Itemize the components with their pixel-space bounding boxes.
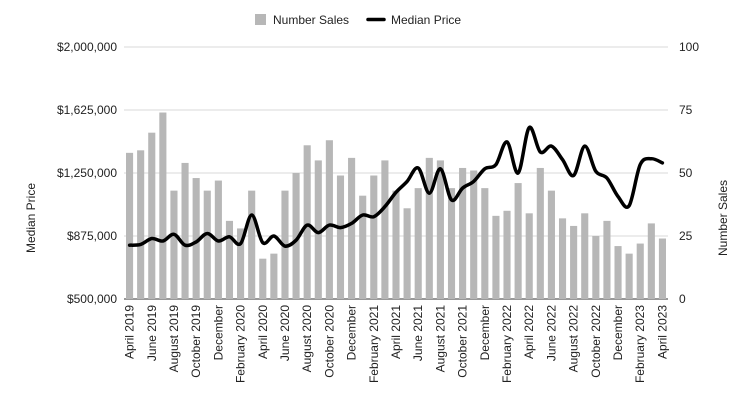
sales-bar xyxy=(425,157,433,299)
x-tick-label: April 2023 xyxy=(655,305,669,359)
median-price-line xyxy=(127,125,665,248)
x-tick-label: April 2021 xyxy=(389,305,403,359)
left-tick-label: $1,625,000 xyxy=(57,103,117,117)
sales-bar xyxy=(525,213,533,299)
x-tick-label: December xyxy=(611,305,625,360)
sales-bar xyxy=(514,183,522,299)
sales-bar xyxy=(225,220,234,299)
x-tick-label: February 2020 xyxy=(234,305,248,383)
sales-bar xyxy=(614,246,622,299)
left-tick-label: $1,250,000 xyxy=(57,166,117,180)
left-axis-ticks: $500,000 $875,000 $1,250,000 $1,625,000 $2,0… xyxy=(57,40,117,306)
x-tick-label: October 2019 xyxy=(189,305,203,378)
sales-bar xyxy=(314,160,322,299)
sales-bar xyxy=(325,140,333,299)
sales-bar xyxy=(125,152,134,299)
sales-bar xyxy=(348,157,356,299)
sales-bar xyxy=(570,225,578,299)
sales-bar xyxy=(647,223,655,299)
sales-bar xyxy=(459,167,467,299)
x-tick-label: February 2022 xyxy=(500,305,514,383)
x-tick-label: October 2020 xyxy=(322,305,336,378)
sales-bar xyxy=(592,236,600,299)
left-tick-label: $500,000 xyxy=(67,292,117,306)
sales-bar xyxy=(248,190,256,299)
sales-bar xyxy=(148,132,156,299)
sales-bar xyxy=(359,195,367,299)
sales-bar xyxy=(470,170,478,299)
sales-bar xyxy=(558,218,567,299)
sales-bar xyxy=(270,253,278,299)
sales-bar xyxy=(503,210,511,299)
x-tick-label: August 2022 xyxy=(567,305,581,373)
sales-bar xyxy=(436,160,444,299)
sales-bar xyxy=(414,188,422,299)
sales-bar xyxy=(370,175,378,299)
right-axis-ticks: 0 25 50 75 100 xyxy=(679,40,699,306)
x-tick-label: June 2022 xyxy=(544,305,558,361)
right-tick-label: 100 xyxy=(679,40,699,54)
number-sales-bars xyxy=(125,112,667,300)
sales-bar xyxy=(203,190,211,299)
legend-label: Number Sales xyxy=(273,13,349,27)
x-tick-label: August 2021 xyxy=(433,305,447,373)
sales-bar xyxy=(292,173,300,299)
x-tick-label: December xyxy=(478,305,492,360)
chart-legend: Number Sales Median Price xyxy=(255,13,461,27)
sales-bar xyxy=(192,178,200,299)
left-tick-label: $2,000,000 xyxy=(57,40,117,54)
sales-bar xyxy=(636,243,644,299)
x-tick-label: June 2020 xyxy=(278,305,292,361)
sales-bar xyxy=(159,112,167,300)
right-axis-title: Number Sales xyxy=(716,180,730,256)
legend-swatch-bar xyxy=(255,14,266,25)
right-tick-label: 75 xyxy=(679,103,693,117)
left-tick-label: $875,000 xyxy=(67,229,117,243)
x-tick-label: August 2019 xyxy=(167,305,181,373)
left-axis-title: Median Price xyxy=(24,183,38,253)
sales-bar xyxy=(259,258,267,299)
x-axis-ticks: April 2019 June 2019 August 2019 October 20… xyxy=(123,305,670,383)
right-tick-label: 0 xyxy=(679,292,686,306)
sales-bar xyxy=(303,145,311,299)
sales-bar xyxy=(381,160,389,299)
sales-bar xyxy=(547,190,555,299)
legend-label: Median Price xyxy=(391,13,461,27)
sales-bar xyxy=(392,190,400,299)
x-tick-label: April 2020 xyxy=(256,305,270,359)
sales-bar xyxy=(237,228,245,299)
x-tick-label: February 2023 xyxy=(633,305,647,383)
right-tick-label: 25 xyxy=(679,229,693,243)
x-tick-label: December xyxy=(211,305,225,360)
sales-bar xyxy=(170,190,178,299)
right-tick-label: 50 xyxy=(679,166,693,180)
x-tick-label: June 2019 xyxy=(145,305,159,361)
x-tick-label: June 2021 xyxy=(411,305,425,361)
sales-bar xyxy=(336,175,345,299)
sales-bar xyxy=(536,167,544,299)
sales-bar xyxy=(481,188,489,299)
x-tick-label: April 2022 xyxy=(522,305,536,359)
x-tick-label: April 2019 xyxy=(123,305,137,359)
x-tick-label: December xyxy=(345,305,359,360)
sales-bar xyxy=(492,215,500,299)
sales-bar xyxy=(181,162,189,299)
x-tick-label: October 2021 xyxy=(456,305,470,378)
x-tick-label: February 2021 xyxy=(367,305,381,383)
x-tick-label: August 2020 xyxy=(300,305,314,373)
sales-bar xyxy=(625,253,633,299)
sales-bar xyxy=(658,238,667,299)
sales-bar xyxy=(137,150,145,299)
sales-bar xyxy=(581,213,589,299)
sales-bar xyxy=(603,220,611,299)
sales-bar xyxy=(403,208,411,299)
sales-bar xyxy=(447,188,456,299)
x-tick-label: October 2022 xyxy=(589,305,603,378)
